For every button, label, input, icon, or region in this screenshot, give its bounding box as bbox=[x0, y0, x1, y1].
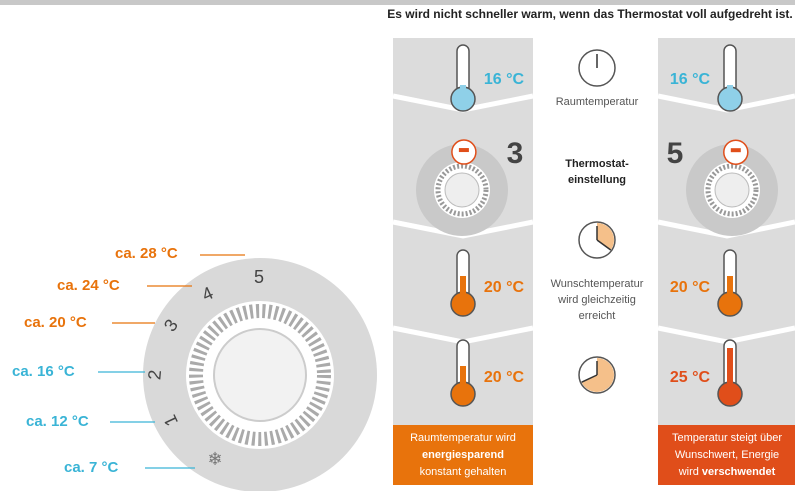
dial-marker bbox=[459, 148, 469, 152]
temperature: 25 °C bbox=[670, 369, 711, 386]
dial: ❄ bbox=[143, 258, 377, 491]
temperature: 20 °C bbox=[670, 279, 711, 296]
top-bar bbox=[0, 0, 795, 5]
row-label: Raumtemperatur bbox=[556, 96, 639, 108]
temperature: 16 °C bbox=[670, 71, 711, 88]
row-label: Thermostat- bbox=[565, 158, 629, 170]
temperature: 20 °C bbox=[484, 369, 525, 386]
thermometer bbox=[460, 276, 466, 302]
title: Es wird nicht schneller warm, wenn das T… bbox=[387, 7, 792, 21]
row-label: Wunschtemperatur bbox=[551, 278, 644, 290]
temperature: 16 °C bbox=[484, 71, 525, 88]
row-label: einstellung bbox=[568, 174, 626, 186]
caption: energiesparend bbox=[422, 449, 504, 461]
caption: wird verschwendet bbox=[678, 466, 776, 478]
small-dial bbox=[445, 173, 479, 207]
caption: Temperatur steigt über bbox=[672, 432, 782, 444]
thermometer bbox=[460, 366, 466, 392]
setting-number: 5 bbox=[667, 137, 684, 170]
svg-text:❄: ❄ bbox=[207, 449, 222, 469]
thermometer bbox=[727, 85, 733, 97]
infographic: Es wird nicht schneller warm, wenn das T… bbox=[0, 0, 795, 491]
row-label: wird gleichzeitig bbox=[557, 294, 636, 306]
dial-marker bbox=[731, 148, 741, 152]
dial-label: ca. 20 °C bbox=[24, 314, 87, 331]
dial-label: ca. 24 °C bbox=[57, 277, 120, 294]
dial-label: ca. 12 °C bbox=[26, 413, 89, 430]
caption: verschwendet bbox=[702, 466, 776, 478]
caption: konstant gehalten bbox=[420, 466, 507, 478]
row-label: erreicht bbox=[579, 310, 616, 322]
dial-label: ca. 16 °C bbox=[12, 363, 75, 380]
dial-number: 2 bbox=[144, 369, 165, 381]
caption: Raumtemperatur wird bbox=[410, 432, 516, 444]
caption: wird bbox=[678, 466, 699, 478]
thermometer bbox=[460, 85, 466, 97]
dial-label: ca. 7 °C bbox=[64, 459, 119, 476]
thermometer bbox=[727, 276, 733, 302]
dial-number: 5 bbox=[254, 267, 264, 287]
thermometer bbox=[727, 348, 733, 392]
dial-label: ca. 28 °C bbox=[115, 245, 178, 262]
temperature: 20 °C bbox=[484, 279, 525, 296]
setting-number: 3 bbox=[507, 137, 524, 170]
caption: Wunschwert, Energie bbox=[675, 449, 779, 461]
small-dial bbox=[715, 173, 749, 207]
